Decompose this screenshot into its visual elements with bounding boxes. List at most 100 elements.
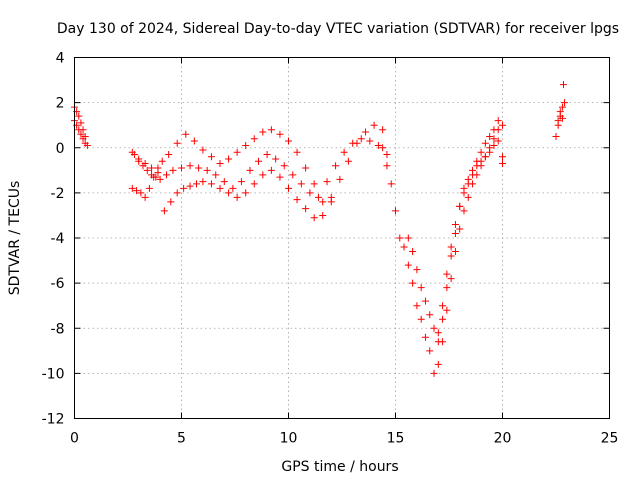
data-point (473, 162, 481, 170)
data-point (451, 229, 459, 237)
data-point (216, 184, 224, 192)
data-point (237, 178, 245, 186)
x-axis-label: GPS time / hours (281, 459, 398, 475)
data-point (392, 207, 399, 215)
data-point (242, 189, 250, 197)
data-point (143, 166, 151, 174)
data-point (81, 132, 89, 140)
x-tick-label: 20 (494, 431, 512, 447)
data-point (216, 160, 224, 168)
data-point (413, 302, 421, 310)
y-tick-label: -2 (51, 186, 65, 202)
data-point (387, 180, 395, 188)
data-point (199, 178, 207, 186)
data-point (490, 141, 498, 149)
data-point (344, 157, 352, 165)
data-point (314, 193, 322, 201)
data-point (434, 360, 442, 368)
data-point (456, 202, 464, 210)
data-point (302, 205, 310, 213)
data-point (173, 189, 181, 197)
data-point (135, 157, 143, 165)
data-point (499, 121, 506, 129)
data-point (233, 148, 241, 156)
data-point (212, 171, 220, 179)
data-point (490, 126, 498, 134)
y-tick-label: 2 (56, 96, 65, 112)
data-point (332, 162, 340, 170)
data-point (477, 157, 485, 165)
data-point (494, 117, 502, 125)
data-point (383, 151, 391, 159)
data-point (141, 160, 149, 168)
series-s3 (135, 157, 335, 222)
data-point (561, 99, 569, 107)
data-point (310, 180, 318, 188)
data-point (83, 141, 91, 149)
data-point (340, 148, 348, 156)
series-s2 (71, 103, 387, 206)
data-point (481, 153, 489, 161)
y-tick-label: 4 (56, 51, 65, 67)
data-point (409, 248, 417, 256)
series-s7 (552, 81, 569, 140)
data-point (323, 178, 331, 186)
data-point (426, 311, 434, 319)
data-point (150, 173, 158, 181)
data-point (178, 164, 185, 172)
data-point (464, 180, 472, 188)
data-point (156, 175, 164, 183)
data-point (306, 189, 314, 197)
data-point (554, 117, 562, 125)
data-point (456, 225, 464, 233)
data-point (75, 112, 83, 120)
data-point (379, 144, 387, 152)
data-point (447, 275, 455, 283)
data-point (464, 193, 472, 201)
data-point (297, 180, 305, 188)
data-point (203, 166, 211, 174)
data-point (267, 166, 275, 174)
data-point (486, 132, 494, 140)
x-axis: 0 5 10 15 20 25 (70, 57, 618, 447)
data-point (439, 302, 447, 310)
data-point (443, 270, 451, 278)
data-point (319, 198, 327, 206)
data-point (421, 297, 429, 305)
data-point (558, 114, 566, 122)
data-point (302, 164, 310, 172)
data-points (71, 81, 569, 377)
data-point (327, 198, 335, 206)
series-s5 (404, 117, 506, 346)
data-point (490, 135, 498, 143)
data-point (195, 164, 203, 172)
y-tick-label: 0 (56, 141, 65, 157)
data-point (158, 157, 166, 165)
data-point (133, 187, 141, 195)
x-tick-label: 15 (387, 431, 405, 447)
data-point (280, 162, 288, 170)
y-axis-label: SDTVAR / TECUs (7, 181, 23, 296)
data-point (169, 166, 177, 174)
data-point (451, 248, 459, 256)
data-point (167, 198, 175, 206)
data-point (77, 119, 85, 127)
series-s6 (434, 137, 506, 337)
data-point (165, 151, 173, 159)
data-point (141, 193, 149, 201)
data-point (447, 243, 455, 251)
data-point (272, 155, 280, 163)
data-point (242, 141, 250, 149)
data-point (477, 148, 485, 156)
data-point (276, 173, 284, 181)
data-point (173, 139, 181, 147)
data-point (182, 130, 190, 138)
data-point (434, 338, 442, 346)
data-point (148, 164, 156, 172)
data-point (430, 324, 438, 332)
data-point (77, 130, 85, 138)
data-point (319, 211, 327, 219)
data-point (250, 135, 258, 143)
data-point (267, 126, 275, 134)
